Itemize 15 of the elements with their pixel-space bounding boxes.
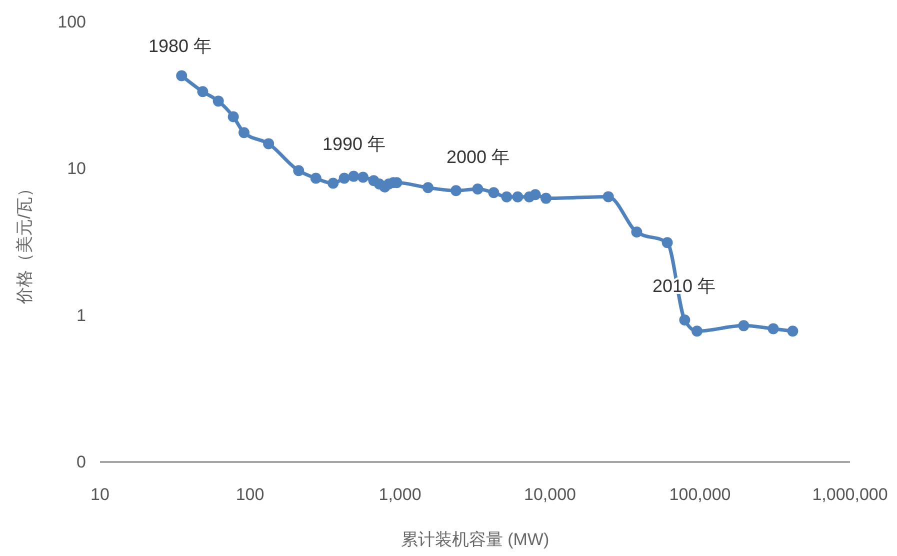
x-tick-label: 10 [90, 485, 110, 504]
x-axis-title: 累计装机容量 (MW) [400, 530, 550, 549]
annotation: 1980 年 [148, 36, 212, 56]
y-tick-label: 10 [67, 159, 86, 178]
y-tick-label: 1 [76, 306, 86, 325]
x-tick-label: 10,000 [524, 485, 576, 504]
y-tick-label: 100 [58, 12, 86, 32]
x-tick-label: 100 [236, 485, 264, 504]
y-axis-title: 价格（美元/瓦） [15, 180, 34, 305]
x-tick-label: 100,000 [669, 485, 731, 504]
x-tick-label: 1,000 [378, 485, 422, 504]
annotation: 1990 年 [322, 134, 386, 154]
y-tick-label: 0 [76, 452, 86, 472]
annotation: 2000 年 [446, 146, 510, 167]
x-tick-label: 1,000,000 [812, 485, 888, 504]
